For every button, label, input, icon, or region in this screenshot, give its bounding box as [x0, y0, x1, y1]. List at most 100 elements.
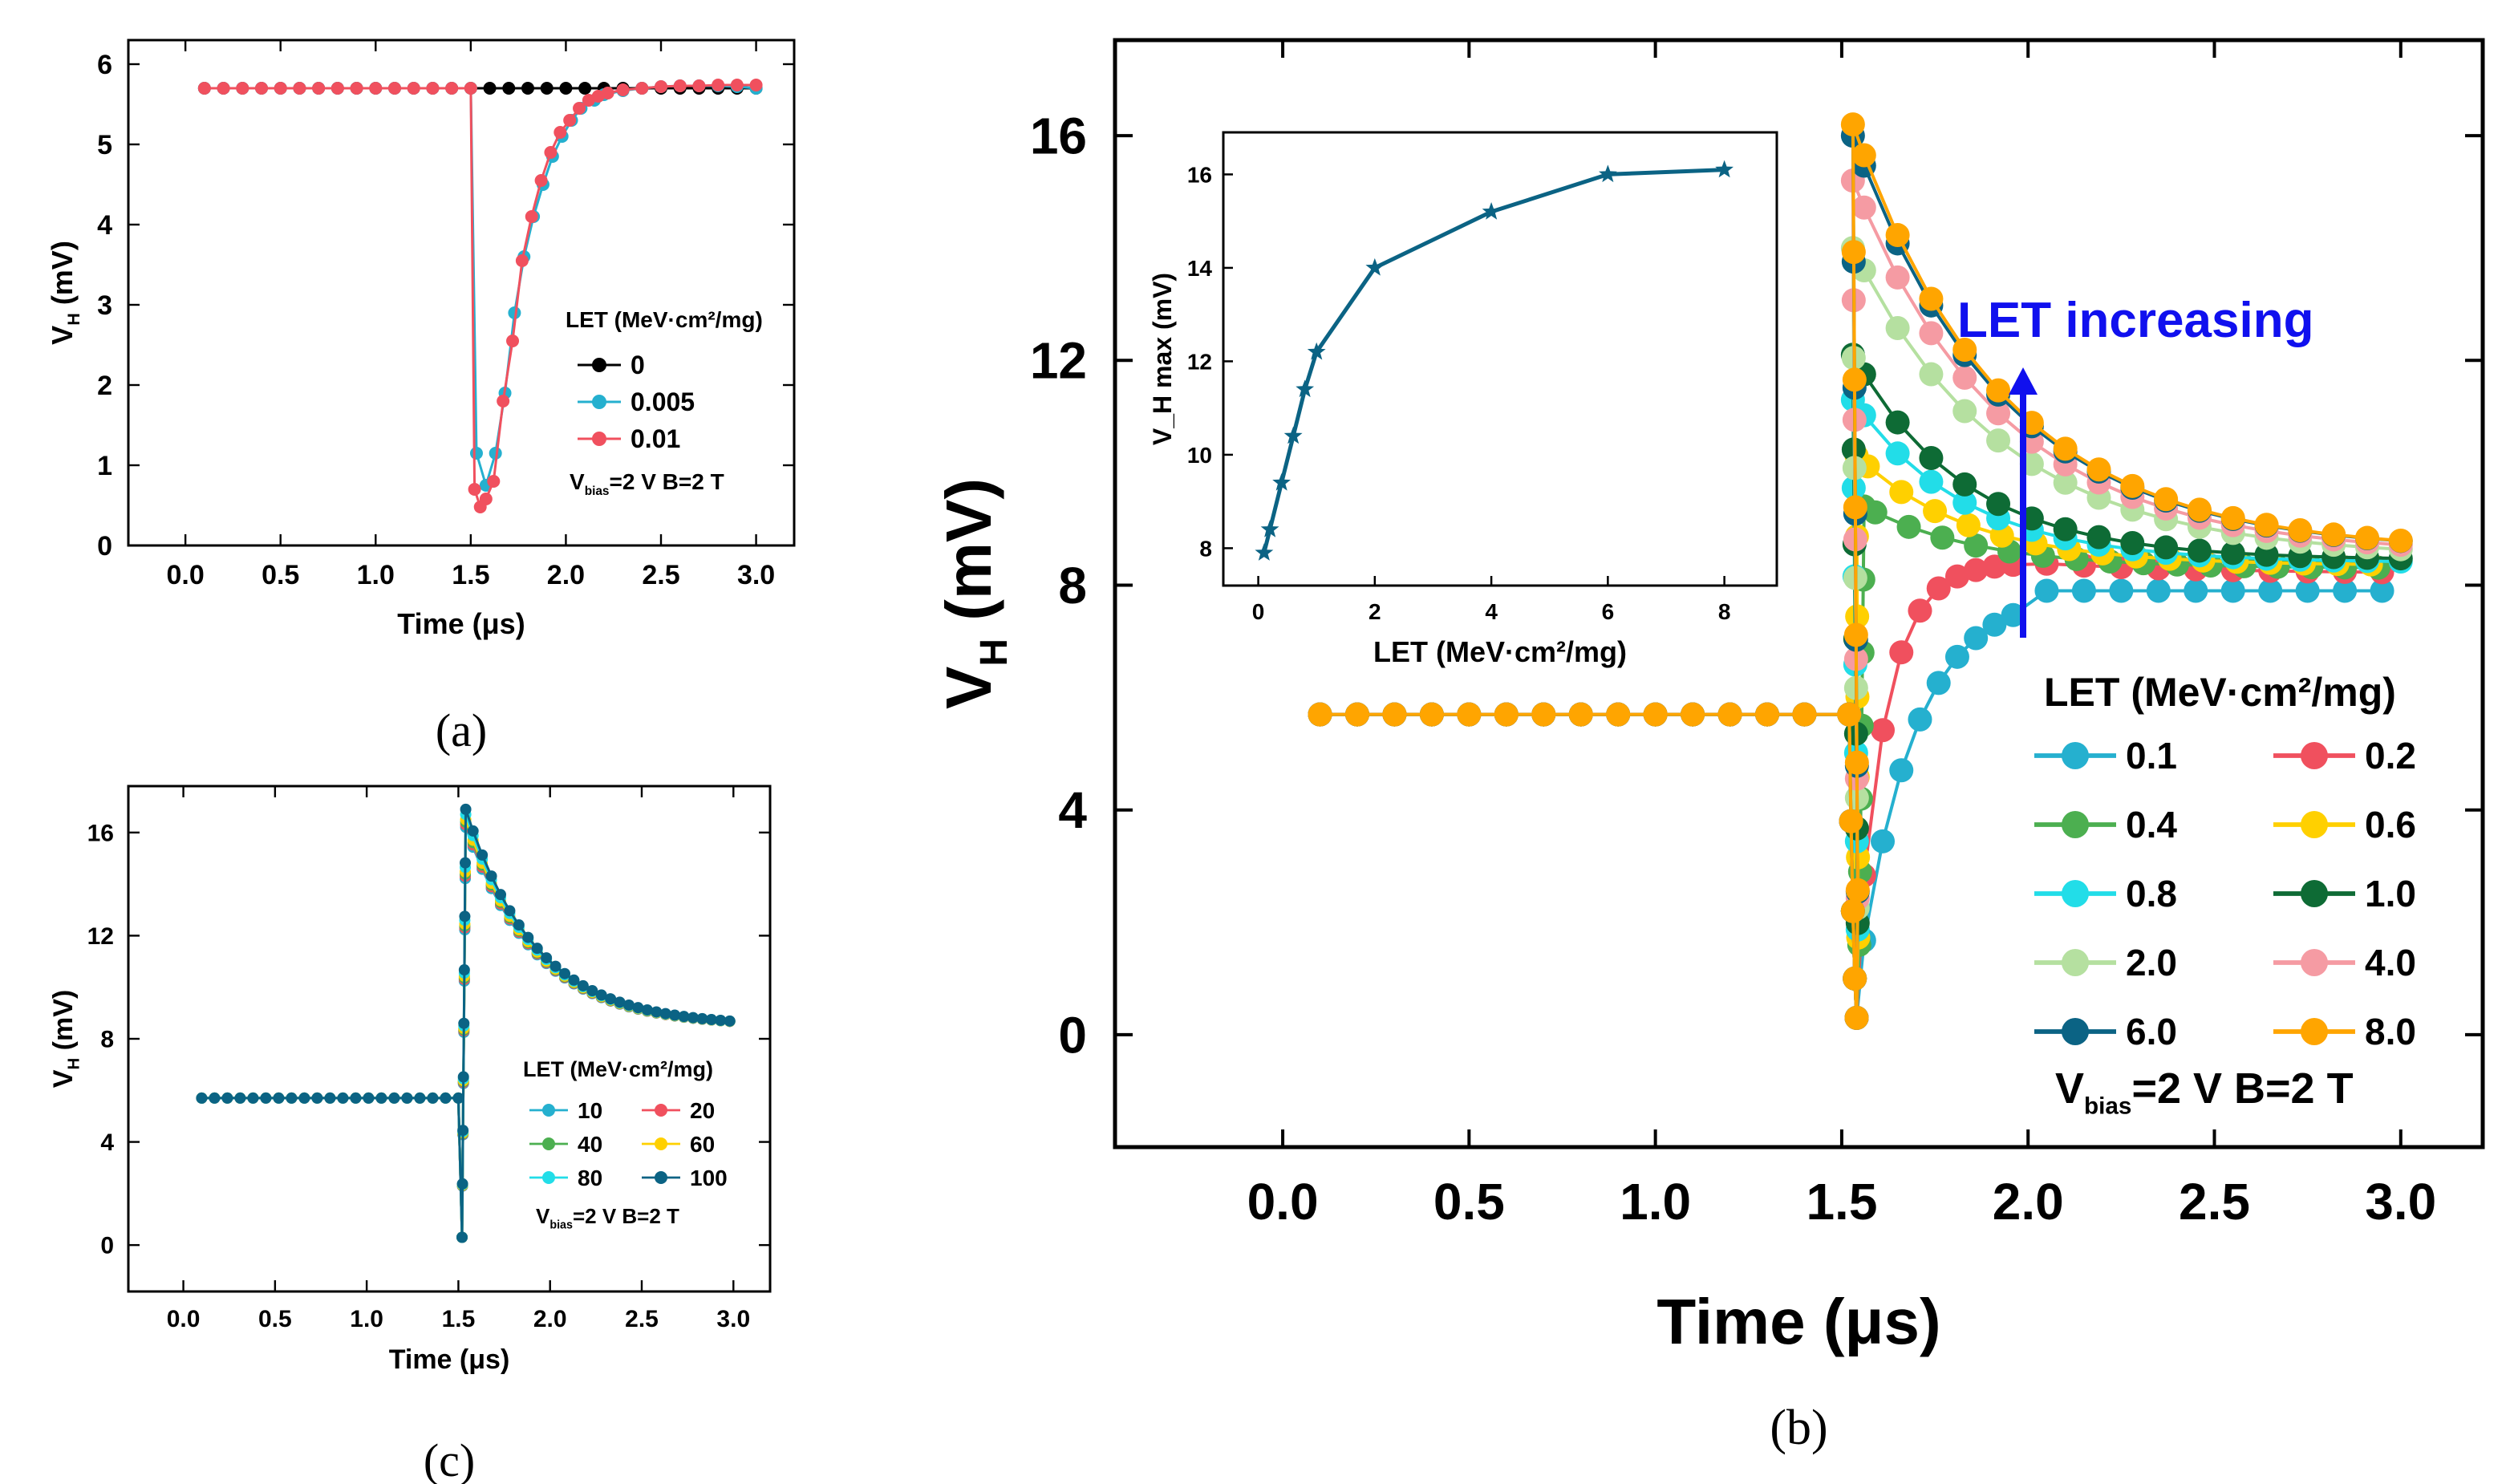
c-series-100-point: [457, 1125, 469, 1137]
b-series-8.0-point: [2321, 522, 2346, 547]
b-inset-point: [1365, 257, 1385, 276]
a-series-0.01-point: [616, 83, 630, 96]
b-x-tick-label: 0.5: [1433, 1173, 1505, 1231]
c-x-tick-label: 0.0: [167, 1306, 201, 1332]
a-series-0.01-point: [635, 82, 649, 95]
a-series-0.01-point: [506, 335, 520, 347]
b-series-0.2-point: [1982, 554, 2007, 579]
c-series-100-point: [705, 1013, 717, 1025]
b-series-0.1-point: [2295, 578, 2320, 603]
b-series-0.6-point: [1923, 499, 1948, 524]
a-series-0.01-point: [563, 114, 577, 127]
a-y-tick-label: 5: [97, 130, 112, 160]
b-series-2.0-point: [1952, 399, 1977, 424]
b-series-8.0-point: [1606, 702, 1631, 727]
b-x-tick-label: 2.5: [2179, 1173, 2250, 1231]
a-series-0.01-point: [217, 82, 230, 95]
c-series-100-point: [476, 849, 489, 861]
b-legend-marker: [2062, 742, 2089, 769]
b-inset-point: [1482, 202, 1501, 220]
b-x-tick-label: 3.0: [2365, 1173, 2436, 1231]
c-series-100-point: [715, 1014, 727, 1026]
c-series-100-point: [375, 1092, 387, 1104]
c-legend-label: 80: [578, 1166, 602, 1190]
c-series-100-point: [651, 1006, 663, 1018]
panel-b: 0.0 0.5 1.0 1.5 2.0 2.5 3.0 0 4 8 12 16 Time (μs) VH …: [933, 38, 2485, 1455]
b-series-8.0-point: [2388, 528, 2413, 553]
a-series-0.01-point: [388, 82, 401, 95]
c-series-100-point: [459, 910, 471, 922]
b-series-8.0-point: [1344, 702, 1369, 727]
a-x-tick-label: 0.5: [262, 560, 299, 590]
b-legend-label: 0.2: [2365, 735, 2416, 776]
a-y-axis-title-main: V: [46, 326, 79, 345]
a-series-0.01-point: [197, 82, 211, 95]
b-series-8.0-point: [1919, 286, 1944, 311]
a-series-0.01-point: [330, 82, 344, 95]
b-series-0.2-point: [1871, 718, 1896, 743]
b-series-8.0-point: [1839, 809, 1863, 833]
b-series-0.2-point: [1964, 558, 1989, 582]
a-series-0-point: [540, 82, 553, 95]
c-series-100-point: [678, 1011, 690, 1023]
a-y-tick-label: 2: [97, 371, 112, 401]
b-series-8.0-point: [1841, 240, 1866, 265]
b-series-0.4-point: [1896, 514, 1921, 539]
a-series-0.01-point: [479, 493, 493, 505]
b-series-0.6-point: [1889, 480, 1914, 505]
b-series-0.2-point: [1889, 640, 1914, 665]
a-series-0.005-point: [469, 447, 483, 460]
b-series-0.8-point: [1952, 490, 1977, 515]
b-inset-point: [1255, 543, 1274, 561]
b-series-0.1-point: [2071, 578, 2096, 603]
c-legend-marker: [655, 1137, 667, 1150]
c-series-100-point: [324, 1092, 336, 1104]
b-series-8.0-point: [1843, 495, 1867, 520]
b-series-8.0-point: [2288, 517, 2313, 542]
c-series-100-point: [414, 1092, 426, 1104]
b-y-tick-label: 4: [1058, 781, 1087, 839]
c-series-100-point: [605, 993, 617, 1005]
b-legend-marker: [2301, 880, 2328, 907]
b-series-8.0-point: [2254, 513, 2279, 537]
c-series-100-point: [724, 1015, 736, 1027]
c-series-100-point: [401, 1092, 413, 1104]
b-inset-y-tick-label: 14: [1187, 256, 1213, 281]
a-series-0.01-point: [712, 79, 725, 91]
a-x-tick-label: 2.0: [547, 560, 585, 590]
b-series-8.0-point: [1717, 702, 1742, 727]
c-series-100-point: [504, 905, 516, 917]
a-legend-marker: [592, 395, 606, 409]
b-legend-marker: [2062, 811, 2089, 838]
c-x-tick-label: 2.0: [533, 1306, 567, 1332]
a-legend-marker: [592, 358, 606, 372]
a-x-axis-title: Time (μs): [397, 607, 525, 640]
b-series-8.0-point: [1845, 878, 1870, 902]
a-series-0.01-point: [312, 82, 326, 95]
a-series-0.01-point: [497, 395, 510, 407]
a-y-axis-title-unit: (mV): [46, 241, 79, 313]
c-series-100-point: [458, 964, 470, 976]
a-x-tick-label: 3.0: [737, 560, 775, 590]
b-series-0.2-point: [1926, 576, 1951, 601]
c-series-100-point: [541, 952, 553, 964]
b-series-8.0-point: [1885, 223, 1910, 248]
a-series-0.01-point: [525, 210, 538, 223]
b-inset-frame: [1222, 131, 1778, 587]
b-y-axis-title: VH (mV): [933, 478, 1016, 709]
c-series-100-point: [495, 889, 506, 901]
a-series-0.01-point: [464, 82, 477, 95]
c-legend-label: 40: [578, 1132, 602, 1157]
b-y-tick-label: 16: [1030, 107, 1087, 164]
b-legend-label: 4.0: [2365, 942, 2416, 983]
b-legend-marker: [2062, 880, 2089, 907]
c-series-100-point: [260, 1092, 272, 1104]
b-legend-label: 2.0: [2126, 942, 2177, 983]
b-inset-point: [1272, 472, 1291, 491]
c-series-100-point: [586, 984, 598, 996]
b-x-tick-label: 1.0: [1620, 1173, 1691, 1231]
a-series-0-point: [559, 82, 573, 95]
b-x-tick-label: 2.0: [1993, 1173, 2064, 1231]
c-legend-label: 10: [578, 1098, 602, 1123]
a-series-0.01-point: [369, 82, 383, 95]
